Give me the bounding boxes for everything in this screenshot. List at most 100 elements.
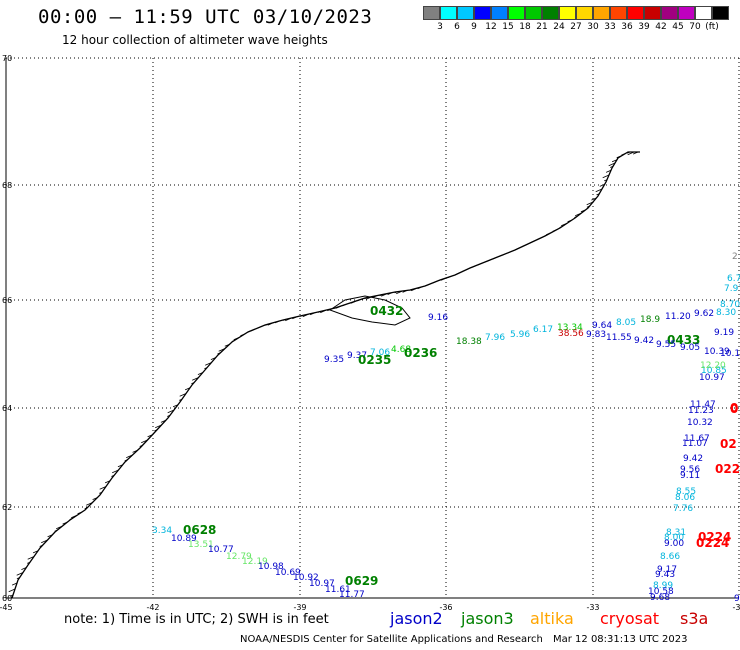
- lat-lon-grid: [5, 57, 740, 599]
- colorbar-swatch: [661, 6, 678, 20]
- colorbar-swatch: [474, 6, 491, 20]
- colorbar-swatch: [576, 6, 593, 20]
- wave-height-label: 38.56: [558, 329, 584, 339]
- wave-height-label: 0432: [370, 304, 403, 318]
- satellite-legend-jason3: jason3: [461, 609, 514, 628]
- wave-height-label: 8.66: [660, 552, 680, 562]
- colorbar-label: 24: [553, 22, 565, 32]
- satellite-legend-altika: altika: [530, 609, 574, 628]
- colorbar-swatch: [644, 6, 661, 20]
- wave-height-label: 7.96: [485, 333, 505, 343]
- colorbar-label: 18: [519, 22, 531, 32]
- lon-label: -45: [0, 603, 13, 612]
- wave-height-label: 9.64: [592, 321, 612, 331]
- colorbar-swatch: [695, 6, 712, 20]
- wave-height-label: 8.70: [720, 300, 740, 310]
- colorbar-swatch: [491, 6, 508, 20]
- coastline-path: [11, 151, 640, 599]
- colorbar-swatch: [712, 6, 729, 20]
- wave-height-label: 8.99: [653, 581, 673, 591]
- footer-note: note: 1) Time is in UTC; 2) SWH is in fe…: [64, 612, 329, 627]
- wave-height-label: 13.34: [557, 323, 583, 333]
- wave-height-label: 5.96: [510, 330, 530, 340]
- wave-height-label: 10.32: [687, 418, 713, 428]
- colorbar-label: 36: [621, 22, 633, 32]
- wave-height-label: 9: [734, 594, 740, 604]
- wave-height-label: 10.97: [309, 579, 335, 589]
- lon-label: -42: [146, 603, 159, 612]
- axis-labels: 70 68 66 64 62 60-45 -42 -39 -36 -33 -30: [0, 54, 740, 612]
- satellite-legend-cryosat: cryosat: [600, 609, 660, 628]
- wave-height-label: 3.34: [152, 526, 172, 536]
- lon-label: -36: [439, 603, 452, 612]
- colorbar-label: 70: [689, 22, 701, 32]
- wave-height-label: 11.77: [339, 590, 365, 600]
- wave-height-label: 11.67: [684, 434, 710, 444]
- wave-height-label: 8.30: [716, 308, 736, 318]
- wave-height-label: 10.92: [293, 573, 319, 583]
- lat-label: 68: [2, 181, 12, 190]
- lat-label: 66: [2, 296, 12, 305]
- colorbar-swatch: [678, 6, 695, 20]
- wave-height-label: 10.89: [171, 534, 197, 544]
- wave-height-label: 8.00: [664, 533, 684, 543]
- colorbar-swatch: [440, 6, 457, 20]
- wave-height-label: 9.83: [586, 330, 606, 340]
- colorbar-swatch: [525, 6, 542, 20]
- wave-height-label: 9.68: [650, 593, 670, 603]
- wave-height-label: 0629: [345, 574, 378, 588]
- map-frame: [5, 58, 739, 599]
- wave-height-label: 6.7: [727, 274, 740, 284]
- wave-height-label: 11.55: [606, 333, 632, 343]
- colorbar-label: 45: [672, 22, 684, 32]
- wave-height-label: 10.85: [701, 366, 727, 376]
- credit-text: NOAA/NESDIS Center for Satellite Applica…: [240, 634, 543, 645]
- wave-height-label: 0628: [183, 523, 216, 537]
- wave-height-label: 12.79: [226, 552, 252, 562]
- wave-height-label: 12.19: [242, 557, 268, 567]
- colorbar-label: 30: [587, 22, 599, 32]
- wave-height-label: 10.1: [720, 349, 740, 359]
- map-title: 00:00 – 11:59 UTC 03/10/2023: [38, 6, 373, 28]
- colorbar-swatch: [542, 6, 559, 20]
- wave-height-label: 10.69: [275, 568, 301, 578]
- wave-height-label: 18.38: [456, 337, 482, 347]
- wave-height-label: 0433: [667, 333, 700, 347]
- wave-height-label: 7.97: [724, 284, 740, 294]
- wave-height-label: 10.77: [208, 545, 234, 555]
- wave-height-label: 0224: [696, 536, 729, 550]
- wave-height-label: 6.17: [533, 325, 553, 335]
- wave-height-label: 8.55: [676, 487, 696, 497]
- colorbar-label: (ft): [705, 22, 719, 32]
- wave-height-label: 8.31: [666, 528, 686, 538]
- lon-label: -39: [293, 603, 306, 612]
- colorbar-label: 33: [604, 22, 616, 32]
- satellite-legend-jason2: jason2: [390, 609, 443, 628]
- wave-height-label: 13.51: [188, 540, 214, 550]
- lat-label: 60: [2, 594, 12, 603]
- wave-height-label: 0: [730, 401, 738, 415]
- colorbar-label: 27: [570, 22, 582, 32]
- wave-height-label: 022: [715, 462, 740, 476]
- wave-height-label: 9.42: [683, 454, 703, 464]
- satellite-legend-s3a: s3a: [680, 609, 709, 628]
- wave-height-label: 9.62: [694, 309, 714, 319]
- wave-height-label: 0: [730, 402, 738, 416]
- wave-height-label: 11.61: [325, 585, 351, 595]
- wave-height-label: 9.55: [656, 340, 676, 350]
- wave-height-label: 02: [720, 437, 737, 451]
- wave-height-label: 18.9: [640, 315, 660, 325]
- colorbar-label: 15: [502, 22, 514, 32]
- colorbar-label: 3: [437, 22, 443, 32]
- wave-height-label: 11.23: [688, 406, 714, 416]
- colorbar-swatch: [457, 6, 474, 20]
- lat-label: 70: [2, 54, 12, 63]
- wave-height-label: 9.16: [428, 313, 448, 323]
- wave-height-label: 10.97: [699, 373, 725, 383]
- wave-height-label: 9.05: [680, 343, 700, 353]
- colorbar-label: 42: [655, 22, 667, 32]
- colorbar-swatch: [627, 6, 644, 20]
- wave-height-label: 8.05: [616, 318, 636, 328]
- wave-height-label: 9.11: [680, 471, 700, 481]
